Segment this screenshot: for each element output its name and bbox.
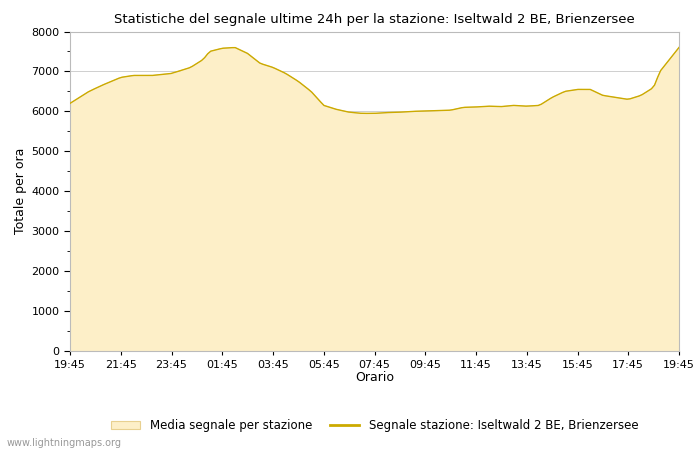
Y-axis label: Totale per ora: Totale per ora bbox=[14, 148, 27, 234]
Legend: Media segnale per stazione, Segnale stazione: Iseltwald 2 BE, Brienzersee: Media segnale per stazione, Segnale staz… bbox=[106, 414, 643, 437]
Title: Statistiche del segnale ultime 24h per la stazione: Iseltwald 2 BE, Brienzersee: Statistiche del segnale ultime 24h per l… bbox=[114, 13, 635, 26]
Text: www.lightningmaps.org: www.lightningmaps.org bbox=[7, 438, 122, 448]
X-axis label: Orario: Orario bbox=[355, 371, 394, 384]
